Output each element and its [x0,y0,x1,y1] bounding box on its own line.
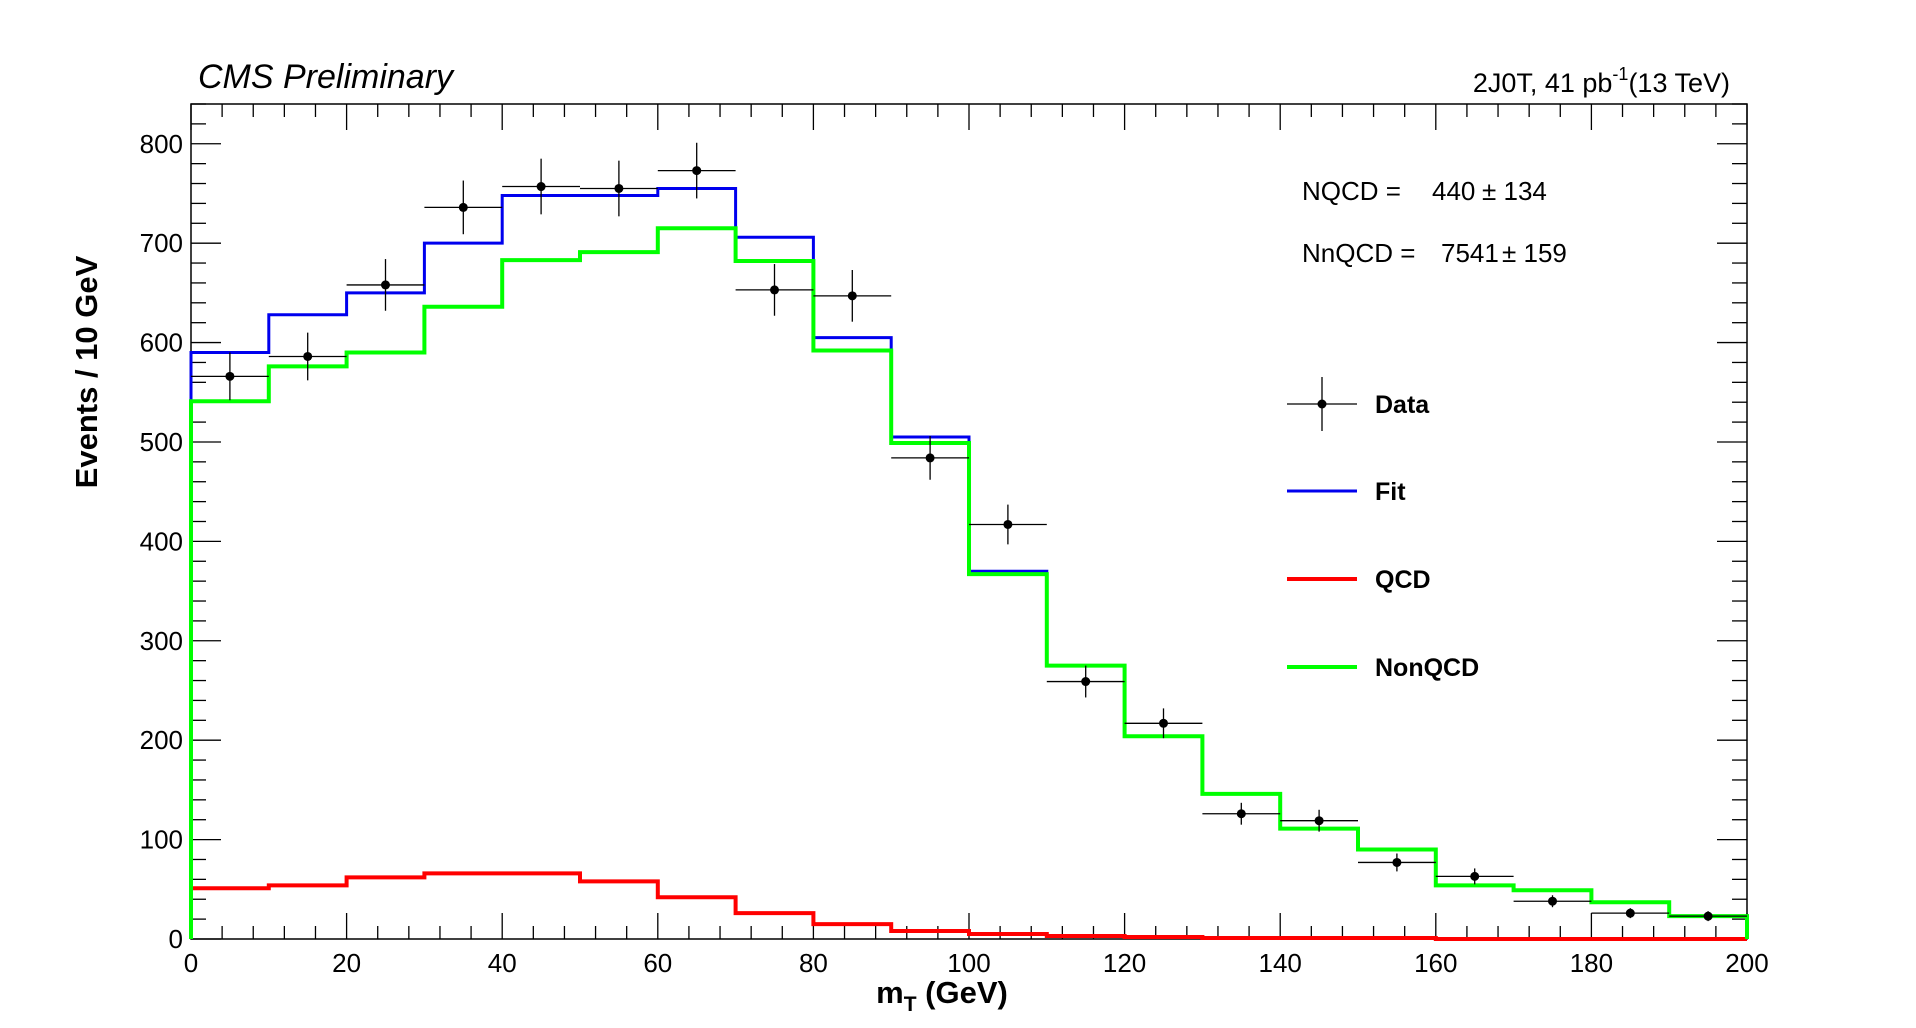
nnqcd-error: ± 159 [1502,238,1567,268]
x-tick-label: 60 [643,948,672,978]
data-point [1124,708,1203,739]
y-tick-label: 500 [140,427,183,457]
data-point-marker [225,371,235,381]
data-point [1591,908,1670,919]
y-axis-title: Events / 10 GeV [69,255,104,488]
data-point [580,160,658,217]
x-tick-label: 20 [332,948,361,978]
nnqcd-annotation: NnQCD = 7541 ± 159 [1302,238,1567,268]
data-point-marker [1548,896,1557,906]
x-tick-label: 40 [488,948,517,978]
x-tick-label: 160 [1414,948,1457,978]
data-point-marker [614,183,624,193]
data-point-marker [1081,677,1091,687]
data-point [891,436,969,480]
x-tick-label: 120 [1103,948,1146,978]
data-point [502,158,580,215]
legend-entry-data: Data [1287,377,1430,431]
x-axis-title: mT (GeV) [876,975,1008,1016]
data-point [424,180,503,235]
data-point [1046,665,1125,698]
x-tick-label: 100 [947,948,990,978]
y-tick-label: 200 [140,725,183,755]
experiment-label: CMS Preliminary [198,58,455,96]
data-point-marker [1236,809,1246,819]
data-point-marker [1159,718,1168,728]
x-tick-label: 0 [184,948,198,978]
data-point-marker [692,166,702,176]
data-point-marker [847,291,857,301]
nqcd-error: ± 134 [1482,176,1547,206]
region-label: 2J0T, 41 pb [1473,68,1613,98]
x-tick-label: 140 [1259,948,1302,978]
x-axis-title-sub: T [904,993,917,1016]
legend-fit-label: Fit [1375,478,1406,506]
lumi-exponent: -1 [1612,64,1628,84]
axes: 0 20 40 60 80 100 120 140 160 180 200 0 100 200 300 400… [140,103,1769,978]
x-tick-label: 180 [1570,948,1613,978]
data-point-marker [1470,871,1480,881]
data-point [268,332,347,381]
data-point [346,259,425,311]
legend-nonqcd-label: NonQCD [1375,654,1479,682]
data-point [1280,809,1358,832]
y-tick-label: 600 [140,328,183,358]
legend-data-label: Data [1375,391,1430,419]
legend-entry-nonqcd: NonQCD [1287,654,1479,682]
y-tick-label: 400 [140,526,183,556]
data-point [813,270,892,322]
x-axis-title-main: m [876,975,904,1010]
data-point-marker [303,351,313,361]
data-point [735,264,814,316]
data-point [1358,853,1436,872]
x-axis-title-unit: (GeV) [917,975,1008,1010]
y-tick-label: 300 [140,626,183,656]
data-point-marker [1392,857,1402,867]
data-point [191,352,269,401]
legend-entry-qcd: QCD [1287,566,1431,594]
qcd-histogram [189,871,1747,941]
y-tick-label: 0 [169,924,183,954]
y-tick-label: 700 [140,228,183,258]
nqcd-annotation: NQCD = 440 ± 134 [1302,176,1547,206]
nonqcd-histogram [189,226,1749,939]
data-point-marker [536,182,546,192]
legend-data-marker [1317,399,1327,409]
x-tick-label: 80 [799,948,828,978]
data-point-marker [925,453,935,463]
legend-entry-fit: Fit [1287,478,1406,506]
data-point [657,142,736,199]
y-tick-label: 100 [140,825,183,855]
legend-qcd-label: QCD [1375,566,1431,594]
energy-label: (13 TeV) [1628,68,1730,98]
lumi-label: 2J0T, 41 pb-1(13 TeV) [1473,64,1730,98]
series-layer [189,142,1749,941]
nqcd-value: 440 [1432,176,1475,206]
data-point [1435,868,1514,885]
nqcd-label: NQCD = [1302,176,1401,206]
data-point-marker [770,285,779,295]
data-point-marker [1314,816,1324,826]
data-point-marker [1703,911,1713,921]
x-tick-label: 200 [1725,948,1768,978]
data-point-marker [1003,519,1013,529]
data-points [191,142,1747,922]
data-point [1202,802,1281,825]
data-point-marker [458,202,468,212]
data-point [1513,895,1592,908]
y-tick-label: 800 [140,129,183,159]
legend: Data Fit QCD NonQCD [1287,377,1479,682]
data-point-marker [1625,908,1635,918]
data-point [1669,911,1747,922]
nnqcd-value: 7541 [1441,238,1499,268]
data-point [969,504,1047,545]
nnqcd-label: NnQCD = [1302,238,1415,268]
data-point-marker [381,280,390,290]
